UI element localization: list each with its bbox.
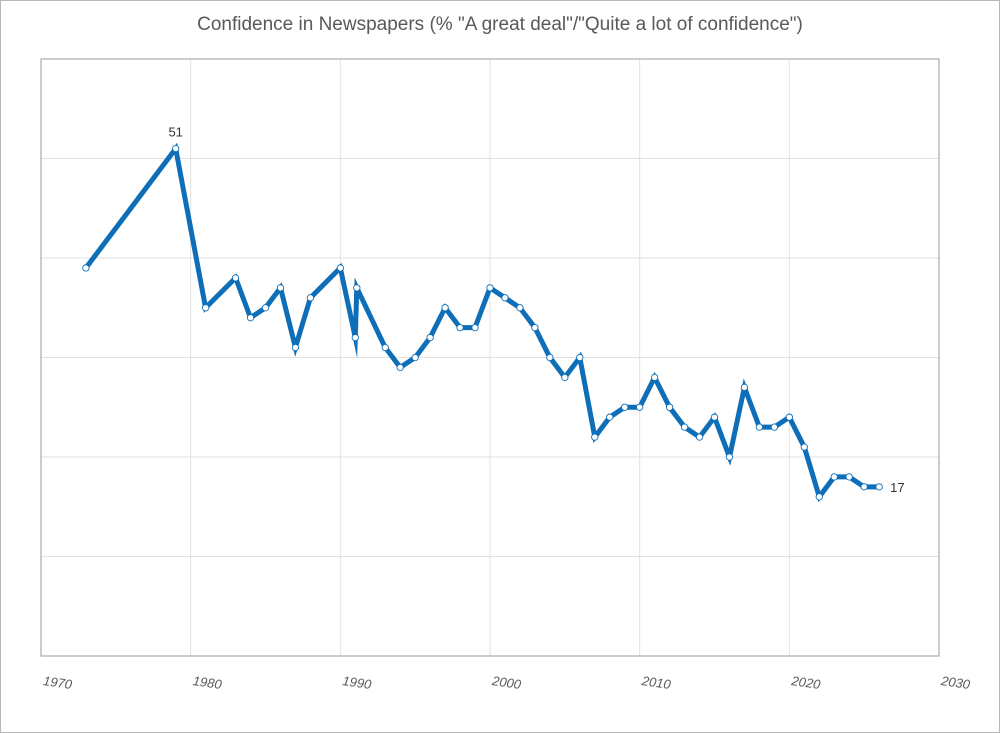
data-point [830,473,838,481]
data-point [426,333,434,342]
data-point [725,453,734,461]
data-point [740,383,749,391]
data-point [636,403,644,411]
data-point [845,473,853,481]
data-point [591,433,599,441]
data-point [353,284,361,292]
data-point [576,353,584,362]
data-point [501,294,509,302]
x-tick-label: 1980 [192,673,223,692]
data-point [860,483,868,491]
x-tick-label: 2010 [640,673,672,692]
x-tick-label: 1970 [42,673,73,692]
data-point [486,284,494,292]
data-point [785,413,793,421]
x-tick-label: 1990 [342,673,373,692]
data-point [695,433,704,441]
data-point [231,274,240,282]
x-tick-label: 2030 [939,673,971,692]
data-point [276,284,285,292]
plot-area [40,58,940,657]
data-labels: 51 17 [168,125,904,495]
data-point [875,483,883,491]
data-point [815,493,823,501]
data-point [546,353,554,362]
x-tick-label: 2020 [790,673,822,692]
data-point [650,373,659,382]
data-point [665,403,674,411]
data-point [411,353,419,362]
data-point [770,423,779,431]
data-point [471,323,479,332]
data-point [246,314,255,322]
data-point [291,343,300,352]
chart-title: Confidence in Newspapers (% "A great dea… [197,14,803,35]
data-point [261,304,270,312]
data-point [172,144,180,153]
data-point [710,413,719,421]
data-point [336,264,344,272]
x-axis: 1970 1980 1990 2000 2010 2020 2030 [42,673,971,692]
data-point [621,403,629,411]
data-point [351,333,359,342]
series-line [83,142,880,503]
data-label: 17 [890,480,904,495]
data-point [306,294,315,302]
data-point [755,423,764,431]
data-points [82,144,883,501]
data-point [381,343,389,352]
data-point [680,423,689,431]
data-point [201,304,210,312]
data-point [606,413,614,421]
data-point [456,323,464,332]
data-point [82,264,90,272]
data-label: 51 [168,125,182,140]
data-point [441,304,449,312]
data-point [561,373,569,382]
data-point [531,323,539,332]
data-point [396,363,404,372]
data-point [516,304,524,312]
x-tick-label: 2000 [490,673,522,692]
series-layer [83,142,880,503]
data-point [800,443,808,451]
